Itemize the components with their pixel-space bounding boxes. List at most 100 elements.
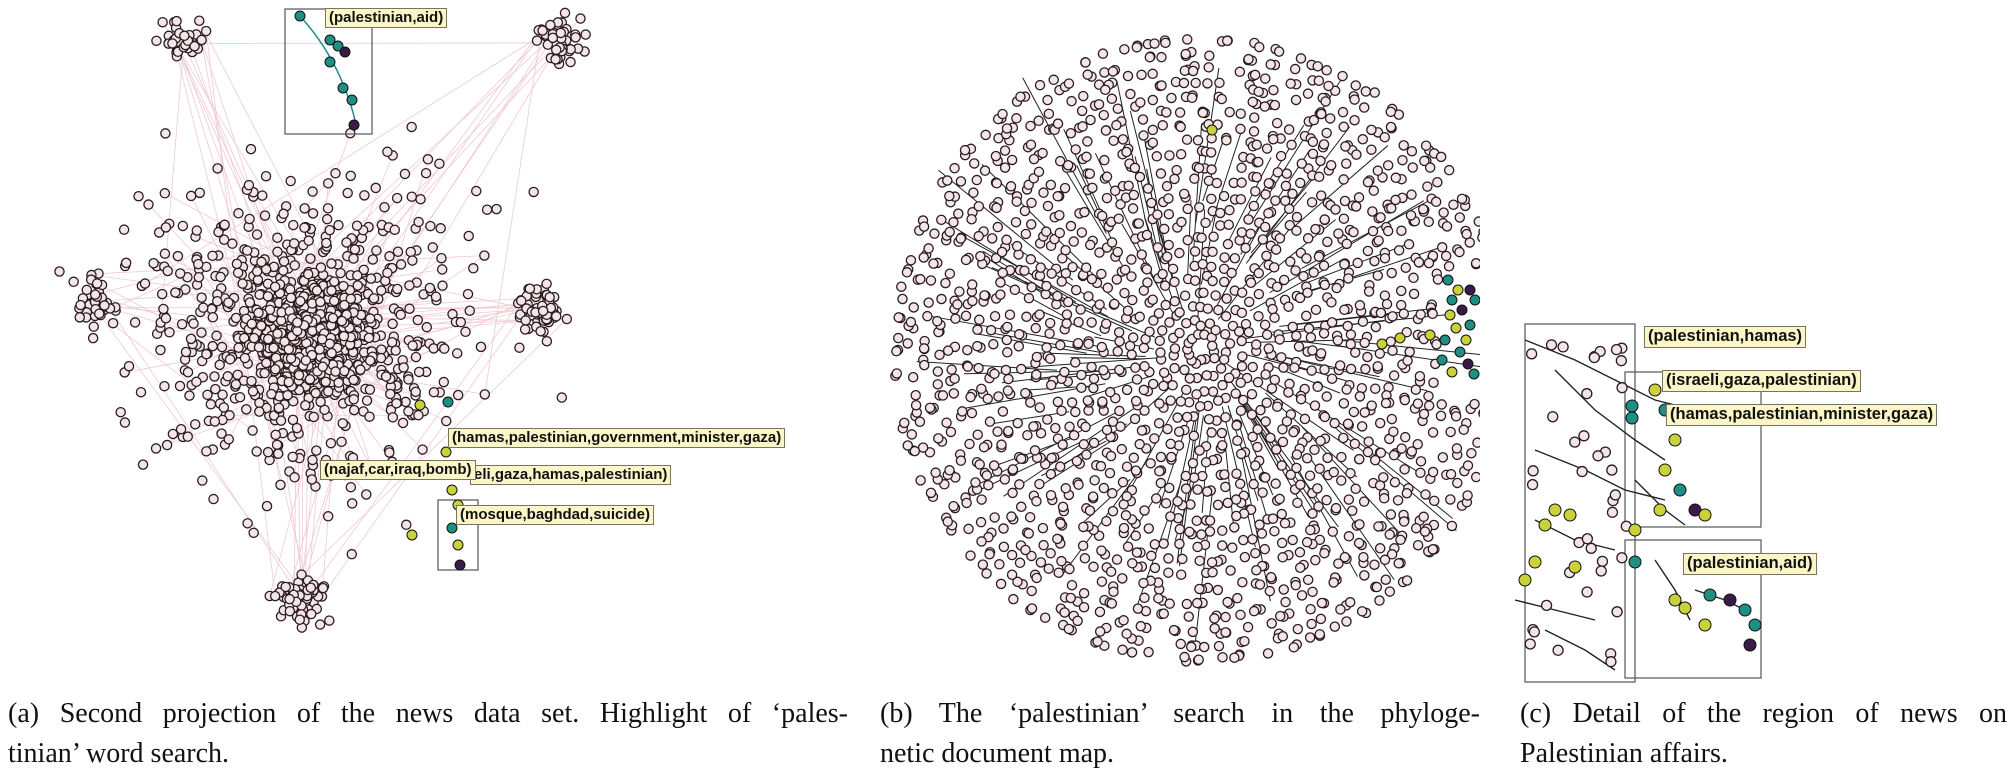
document-node [1187,65,1199,77]
document-node [1386,202,1397,214]
document-node [1026,281,1037,293]
document-node [308,411,320,423]
document-node [1175,396,1187,407]
document-node [1331,282,1342,294]
document-node [1229,253,1241,264]
document-node [1025,139,1037,150]
document-node [1302,233,1314,244]
highlight-edge [299,15,356,121]
document-node [1117,644,1128,656]
document-node [1155,451,1167,463]
document-node [1276,508,1288,520]
document-node [1388,426,1399,437]
document-node [1283,387,1294,398]
caption-a-line1: (a) Second projection of the news data s… [8,698,848,729]
document-node [547,32,559,44]
document-node [1070,144,1081,155]
highlighted-node [1628,523,1642,537]
document-node [1265,432,1276,444]
document-node [1254,519,1265,530]
document-node [129,317,141,328]
document-node [1212,584,1224,596]
document-node [247,425,258,436]
document-node [1127,558,1138,569]
document-node [257,190,268,201]
document-node [1105,450,1117,462]
document-node [1396,225,1407,237]
document-node [1097,396,1108,407]
tree-branch [1264,362,1341,394]
document-node [1031,572,1042,584]
document-node [983,479,994,491]
document-node [1307,148,1319,160]
document-node [975,516,987,528]
document-node [948,216,959,228]
document-node [1399,464,1410,475]
document-node [1360,363,1371,375]
document-node [1372,165,1384,176]
document-node [305,582,317,594]
document-node [227,238,238,249]
document-node [1169,173,1180,185]
document-node [143,199,154,210]
cluster-label-hamas-government: (hamas,palestinian,government,minister,g… [448,428,786,448]
document-node [1171,164,1182,176]
document-node [1181,384,1192,396]
document-node [1545,339,1558,351]
document-node [1108,586,1119,598]
document-node [1209,613,1220,624]
document-node [1026,603,1038,614]
document-node [1116,443,1128,455]
document-node [1236,177,1247,188]
document-node [531,35,543,46]
document-node [941,417,952,428]
document-node [175,423,187,435]
document-node [1192,135,1204,146]
document-node [421,321,433,333]
document-node [1358,496,1370,507]
document-node [1260,472,1271,483]
document-node [1181,411,1193,423]
document-node [1181,34,1193,45]
document-node [1290,579,1302,591]
document-node [328,276,340,287]
document-node [1291,330,1302,341]
document-node [1216,93,1228,105]
document-node [410,351,422,363]
document-node [1096,268,1107,280]
document-node [908,302,919,313]
graph-edge [141,22,562,287]
document-node [223,297,234,308]
document-node [390,345,401,356]
document-node [89,289,101,300]
document-node [1274,610,1286,622]
document-node [251,266,263,277]
document-node [1173,426,1185,437]
document-node [233,342,244,353]
document-node [159,248,171,259]
document-node [1024,511,1036,523]
document-node [133,190,144,202]
document-node [972,429,983,440]
document-node [1581,533,1594,545]
document-node [1278,362,1289,373]
document-node [1043,563,1054,574]
document-node [159,188,171,199]
document-node [1129,413,1141,425]
document-node [1261,250,1272,262]
document-node [561,313,573,325]
document-node [1131,547,1143,558]
document-node [207,340,218,352]
document-node [1287,188,1298,200]
document-node [1155,347,1166,358]
graph-edge [95,308,307,597]
document-node [1215,363,1227,374]
document-node [1270,478,1281,489]
document-node [254,289,265,300]
document-node [1267,303,1278,315]
document-node [1616,382,1628,394]
document-node [1002,347,1013,358]
document-node [1079,206,1090,218]
document-node [1205,261,1217,273]
document-node [282,389,293,401]
